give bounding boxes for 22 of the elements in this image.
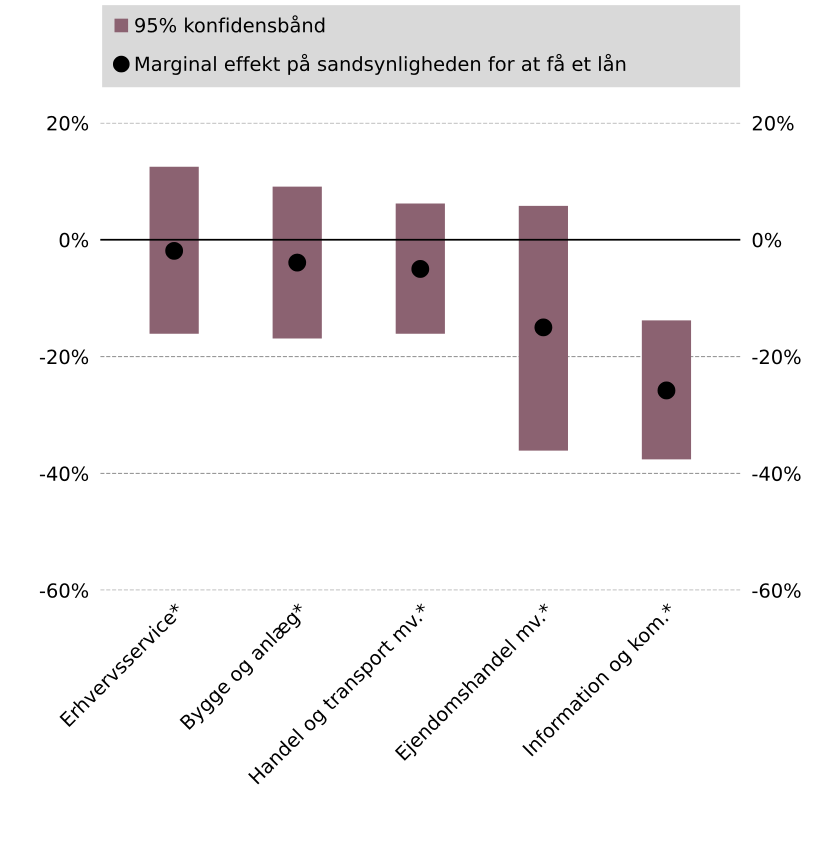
y-tick-label: 0% bbox=[60, 232, 88, 248]
bar bbox=[150, 166, 199, 334]
y-tick-label: -40% bbox=[40, 466, 88, 482]
point bbox=[534, 318, 552, 336]
bar bbox=[272, 186, 322, 338]
bar bbox=[396, 204, 445, 334]
legend-label: 95% konfidensbånd bbox=[135, 15, 324, 33]
y2-tick-label: 20% bbox=[752, 116, 794, 131]
point bbox=[165, 242, 184, 260]
y2-tick-label: -60% bbox=[752, 583, 801, 598]
bar bbox=[518, 206, 568, 451]
legend-label: Marginal effekt på sandsynligheden for at få et lån bbox=[136, 54, 626, 75]
bar bbox=[642, 320, 692, 460]
y-tick-label: -60% bbox=[40, 583, 88, 598]
y-tick-label: 20% bbox=[47, 116, 88, 131]
y2-tick-label: -20% bbox=[752, 350, 801, 364]
y2-tick-label: -40% bbox=[752, 466, 801, 482]
y-tick-label: -20% bbox=[40, 350, 88, 364]
y2-tick-label: 0% bbox=[752, 232, 782, 248]
point bbox=[411, 260, 430, 278]
point bbox=[658, 382, 676, 400]
point bbox=[288, 254, 306, 272]
